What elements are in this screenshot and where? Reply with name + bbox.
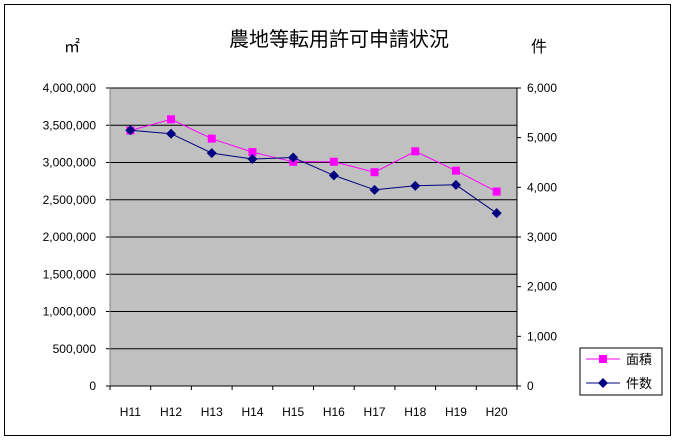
legend: 面積 件数 — [579, 347, 663, 396]
legend-marker-count — [598, 378, 608, 388]
left-tick-label: 3,000,000 — [43, 156, 97, 170]
x-tick-label: H14 — [241, 405, 263, 419]
left-tick-label: 0 — [89, 379, 96, 393]
left-tick-label: 2,000,000 — [43, 230, 97, 244]
data-point-area — [329, 157, 338, 166]
data-point-count — [369, 184, 380, 195]
x-tick-label: H16 — [323, 405, 345, 419]
legend-label-area: 面積 — [626, 353, 652, 368]
x-tick-label: H11 — [120, 405, 141, 419]
data-point-area — [167, 115, 176, 124]
left-axis-ticks: 0 500,000 1,000,000 1,500,000 2,000,000 2,500… — [43, 81, 110, 393]
data-point-count — [206, 148, 217, 159]
left-tick-label: 4,000,000 — [43, 81, 97, 95]
chart-title: 農地等転用許可申請状況 — [229, 27, 449, 51]
data-point-count — [166, 128, 177, 139]
data-point-count — [328, 170, 339, 181]
data-point-count — [247, 154, 258, 165]
right-tick-label: 0 — [527, 379, 534, 393]
x-tick-label: H13 — [201, 405, 223, 419]
right-tick-label: 5,000 — [527, 131, 557, 145]
x-tick-label: H20 — [486, 405, 508, 419]
series-line-0 — [130, 118, 497, 193]
x-tick-label: H15 — [282, 405, 304, 419]
data-point-area — [411, 147, 420, 156]
data-point-area — [207, 134, 216, 143]
left-tick-label: 1,500,000 — [43, 267, 97, 281]
right-axis-unit: 件 — [531, 37, 547, 56]
x-tick-label: H19 — [445, 405, 467, 419]
x-tick-label: H18 — [404, 405, 426, 419]
left-tick-label: 2,500,000 — [43, 193, 97, 207]
data-point-count — [450, 179, 461, 190]
right-tick-label: 3,000 — [527, 230, 557, 244]
x-tick-label: H17 — [364, 405, 386, 419]
data-point-area — [492, 187, 501, 196]
data-point-count — [491, 208, 502, 219]
legend-box — [579, 347, 663, 396]
left-tick-label: 500,000 — [53, 342, 97, 356]
gridlines — [110, 87, 517, 350]
right-tick-label: 1,000 — [527, 329, 557, 343]
data-point-count — [410, 180, 421, 191]
right-tick-label: 2,000 — [527, 280, 557, 294]
series-line-1 — [130, 129, 497, 214]
series-layer — [125, 115, 502, 219]
x-axis-ticks: H11 H12 H13 H14 H15 H16 H17 H18 H19 H20 — [109, 386, 518, 419]
right-tick-label: 6,000 — [527, 81, 557, 95]
left-axis-unit: ㎡ — [64, 37, 80, 56]
legend-label-count: 件数 — [626, 377, 652, 392]
right-axis-ticks: 0 1,000 2,000 3,000 4,000 5,000 6,000 — [517, 81, 557, 393]
legend-marker-area — [599, 355, 607, 363]
data-point-area — [451, 166, 460, 175]
left-tick-label: 3,500,000 — [43, 118, 97, 132]
x-tick-label: H12 — [160, 405, 182, 419]
data-point-count — [288, 152, 299, 163]
data-point-area — [248, 148, 257, 157]
left-tick-label: 1,000,000 — [43, 305, 97, 319]
right-tick-label: 4,000 — [527, 180, 557, 194]
data-point-count — [125, 125, 136, 136]
data-point-area — [370, 168, 379, 177]
